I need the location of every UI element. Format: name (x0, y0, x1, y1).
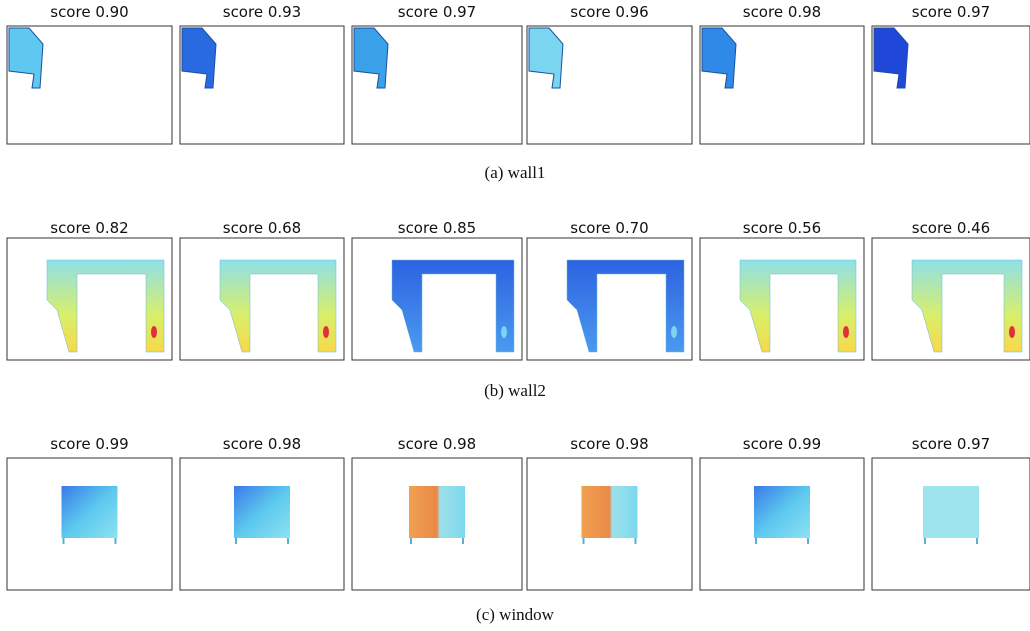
panel-score: score 0.70 (570, 219, 648, 237)
subfigure-caption: (b) wall2 (484, 381, 546, 400)
heatmap-shape (234, 486, 290, 538)
heatmap-shape (62, 486, 118, 538)
panel-score: score 0.96 (570, 3, 648, 21)
heatmap-hotspot (323, 326, 329, 338)
panel-score: score 0.99 (743, 435, 821, 453)
panel-score: score 0.85 (398, 219, 476, 237)
heatmap-hotspot (501, 326, 507, 338)
panel-score: score 0.93 (223, 3, 301, 21)
heatmap-hotspot (843, 326, 849, 338)
panel-score: score 0.98 (398, 435, 476, 453)
heatmap-hotspot (1009, 326, 1015, 338)
panel-score: score 0.98 (570, 435, 648, 453)
heatmap-shape (923, 486, 979, 538)
subfigure-caption: (c) window (476, 605, 555, 624)
panel-score: score 0.99 (50, 435, 128, 453)
heatmap-hotspot (671, 326, 677, 338)
panel-score: score 0.68 (223, 219, 301, 237)
panel-score: score 0.56 (743, 219, 821, 237)
heatmap-hotspot (151, 326, 157, 338)
heatmap-shape (582, 486, 638, 538)
panel-score: score 0.98 (223, 435, 301, 453)
heatmap-shape (409, 486, 465, 538)
heatmap-shape (754, 486, 810, 538)
panel-score: score 0.98 (743, 3, 821, 21)
panel-score: score 0.90 (50, 3, 128, 21)
panel-score: score 0.46 (912, 219, 990, 237)
panel-score: score 0.82 (50, 219, 128, 237)
figure: score 0.90 score 0.93 score 0.97 score 0.96… (0, 0, 1030, 631)
subfigure-caption: (a) wall1 (485, 163, 546, 182)
panel-score: score 0.97 (398, 3, 476, 21)
panel-score: score 0.97 (912, 3, 990, 21)
panel-score: score 0.97 (912, 435, 990, 453)
